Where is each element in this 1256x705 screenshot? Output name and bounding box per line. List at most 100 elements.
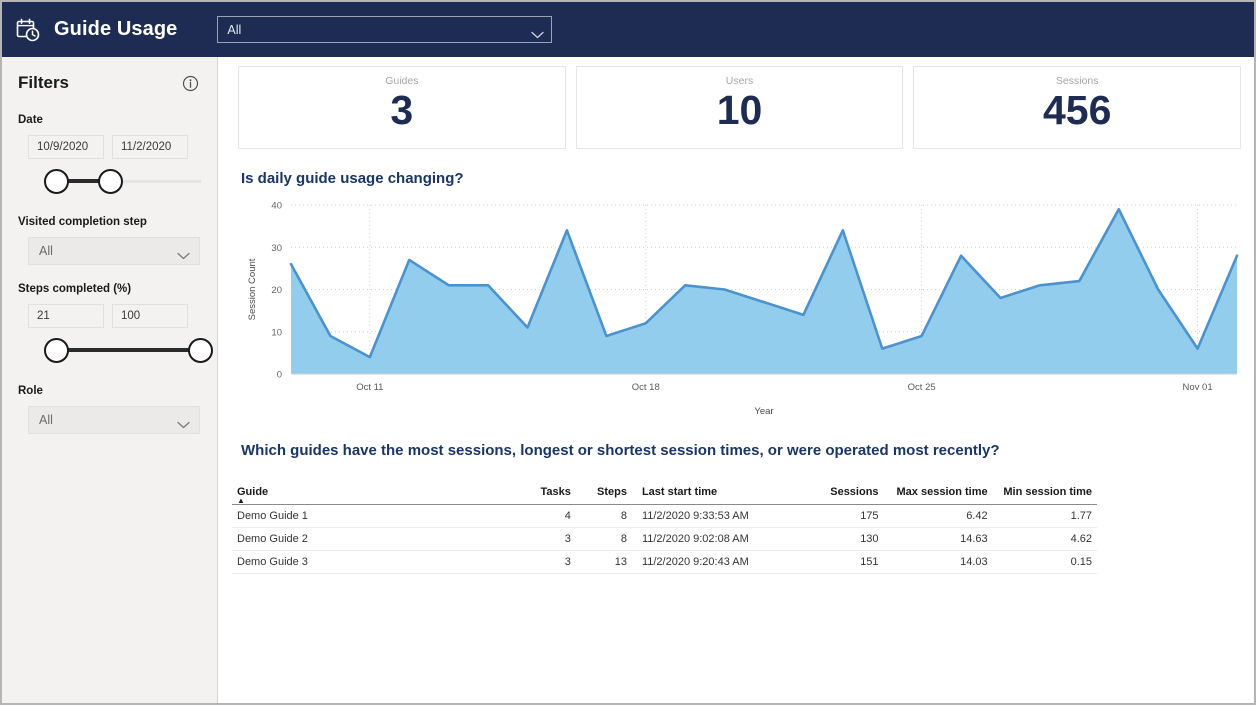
- cell-last-start-time: 11/2/2020 9:02:08 AM: [631, 527, 802, 551]
- header-filter-value: All: [227, 22, 242, 37]
- kpi-card-sessions[interactable]: Sessions 456: [913, 66, 1242, 149]
- kpi-value-sessions: 456: [1042, 87, 1112, 133]
- table-row[interactable]: Demo Guide 3 3 13 11/2/2020 9:20:43 AM 1…: [232, 550, 1097, 574]
- header-filter-select[interactable]: All: [217, 16, 553, 43]
- filter-label-role: Role: [18, 385, 43, 397]
- info-icon[interactable]: [182, 75, 199, 92]
- date-slider-track: [46, 180, 201, 183]
- filter-group-visited-completion-step: Visited completion step All: [18, 216, 201, 265]
- cell-sessions: 130: [801, 527, 884, 551]
- steps-slider-active-track: [56, 348, 200, 352]
- column-header-steps[interactable]: Steps: [575, 482, 632, 505]
- chart-title: Is daily guide usage changing?: [241, 170, 464, 187]
- filters-header: Filters: [18, 73, 201, 93]
- filter-group-steps-completed: Steps completed (%) 21 100: [18, 283, 213, 367]
- svg-text:0: 0: [277, 370, 282, 381]
- cell-max-session-time: 14.63: [883, 527, 993, 551]
- table-header: Guide ▲ Tasks Steps Last start time Sess…: [232, 482, 1097, 505]
- role-value: All: [39, 413, 53, 427]
- column-header-guide[interactable]: Guide ▲: [232, 482, 509, 505]
- app-header: Guide Usage All: [2, 2, 1254, 57]
- filter-group-date: Date 10/9/2020 11/2/2020: [18, 114, 201, 198]
- kpi-card-users[interactable]: Users 10: [575, 66, 904, 149]
- column-header-guide-label: Guide: [237, 486, 269, 498]
- steps-slider-handle-min[interactable]: [44, 338, 69, 363]
- svg-text:Oct 18: Oct 18: [632, 382, 660, 393]
- svg-text:Oct 11: Oct 11: [356, 382, 383, 393]
- column-header-max-session-time[interactable]: Max session time: [883, 482, 993, 505]
- kpi-card-guides[interactable]: Guides 3: [238, 66, 566, 149]
- svg-text:Session Count: Session Count: [247, 258, 258, 320]
- column-header-min-session-time[interactable]: Min session time: [992, 482, 1097, 505]
- cell-guide: Demo Guide 3: [232, 550, 509, 574]
- date-start-input[interactable]: 10/9/2020: [28, 135, 104, 159]
- filter-label-visited-completion-step: Visited completion step: [18, 216, 147, 228]
- column-header-tasks[interactable]: Tasks: [508, 482, 576, 505]
- main-content: Guides 3 Users 10 Sessions 456 Is daily …: [219, 57, 1254, 703]
- usage-area-chart[interactable]: 0 10 20 30 40 Oct 11 Oct 18 Oct 25 Nov 01 Session…: [239, 190, 1239, 422]
- svg-text:Oct 25: Oct 25: [908, 382, 936, 393]
- steps-range-slider[interactable]: [18, 333, 213, 367]
- cell-sessions: 175: [801, 504, 884, 528]
- kpi-label-guides: Guides: [385, 75, 419, 87]
- cell-tasks: 3: [508, 550, 576, 574]
- svg-text:40: 40: [271, 201, 282, 212]
- filter-group-role: Role All: [18, 385, 201, 434]
- date-slider-handle-max[interactable]: [98, 169, 123, 194]
- table-row[interactable]: Demo Guide 2 3 8 11/2/2020 9:02:08 AM 13…: [232, 527, 1097, 551]
- steps-min-input[interactable]: 21: [28, 304, 104, 328]
- cell-min-session-time: 0.15: [992, 550, 1097, 574]
- date-range-fields: 10/9/2020 11/2/2020: [18, 135, 201, 159]
- svg-text:10: 10: [271, 327, 282, 338]
- cell-last-start-time: 11/2/2020 9:20:43 AM: [631, 550, 802, 574]
- cell-tasks: 4: [508, 504, 576, 528]
- date-end-input[interactable]: 11/2/2020: [112, 135, 188, 159]
- kpi-card-row: Guides 3 Users 10 Sessions 456: [238, 66, 1242, 149]
- cell-guide: Demo Guide 1: [232, 504, 509, 528]
- cell-max-session-time: 6.42: [883, 504, 993, 528]
- table-body: Demo Guide 1 4 8 11/2/2020 9:33:53 AM 17…: [232, 504, 1097, 574]
- cell-max-session-time: 14.03: [883, 550, 993, 574]
- filters-title: Filters: [18, 73, 70, 92]
- svg-text:Nov 01: Nov 01: [1183, 382, 1213, 393]
- chevron-down-icon: [177, 247, 190, 260]
- kpi-label-users: Users: [725, 75, 754, 87]
- steps-range-fields: 21 100: [18, 304, 201, 328]
- cell-min-session-time: 4.62: [992, 527, 1097, 551]
- svg-text:30: 30: [271, 243, 282, 254]
- cell-tasks: 3: [508, 527, 576, 551]
- svg-text:20: 20: [271, 285, 282, 296]
- cell-steps: 13: [575, 550, 632, 574]
- visited-completion-step-value: All: [39, 244, 53, 258]
- table-row[interactable]: Demo Guide 1 4 8 11/2/2020 9:33:53 AM 17…: [232, 504, 1097, 528]
- column-header-last-start-time[interactable]: Last start time: [631, 482, 802, 505]
- cell-steps: 8: [575, 504, 632, 528]
- filter-label-date: Date: [18, 114, 43, 126]
- steps-slider-handle-max[interactable]: [188, 338, 213, 363]
- kpi-value-guides: 3: [390, 87, 414, 133]
- svg-text:Year: Year: [754, 406, 773, 417]
- column-header-sessions[interactable]: Sessions: [801, 482, 884, 505]
- filter-label-steps-completed: Steps completed (%): [18, 283, 132, 295]
- kpi-label-sessions: Sessions: [1055, 75, 1099, 87]
- cell-min-session-time: 1.77: [992, 504, 1097, 528]
- date-slider-active-track: [56, 179, 110, 183]
- chevron-down-icon: [531, 26, 545, 38]
- visited-completion-step-dropdown[interactable]: All: [28, 237, 200, 265]
- chart-canvas: 0 10 20 30 40 Oct 11 Oct 18 Oct 25 Nov 01 Session…: [247, 201, 1239, 417]
- steps-max-input[interactable]: 100: [112, 304, 188, 328]
- app-title: Guide Usage: [54, 18, 178, 40]
- table-section-title: Which guides have the most sessions, lon…: [241, 442, 1000, 459]
- role-dropdown[interactable]: All: [28, 406, 200, 434]
- guides-table: Guide ▲ Tasks Steps Last start time Sess…: [232, 482, 1097, 574]
- table-header-row: Guide ▲ Tasks Steps Last start time Sess…: [232, 482, 1097, 505]
- calendar-clock-icon: [15, 17, 41, 43]
- cell-steps: 8: [575, 527, 632, 551]
- sort-ascending-icon: ▲: [237, 496, 245, 505]
- date-range-slider[interactable]: [18, 164, 201, 198]
- date-slider-handle-min[interactable]: [44, 169, 69, 194]
- chevron-down-icon: [177, 416, 190, 429]
- cell-guide: Demo Guide 2: [232, 527, 509, 551]
- kpi-value-users: 10: [716, 87, 763, 133]
